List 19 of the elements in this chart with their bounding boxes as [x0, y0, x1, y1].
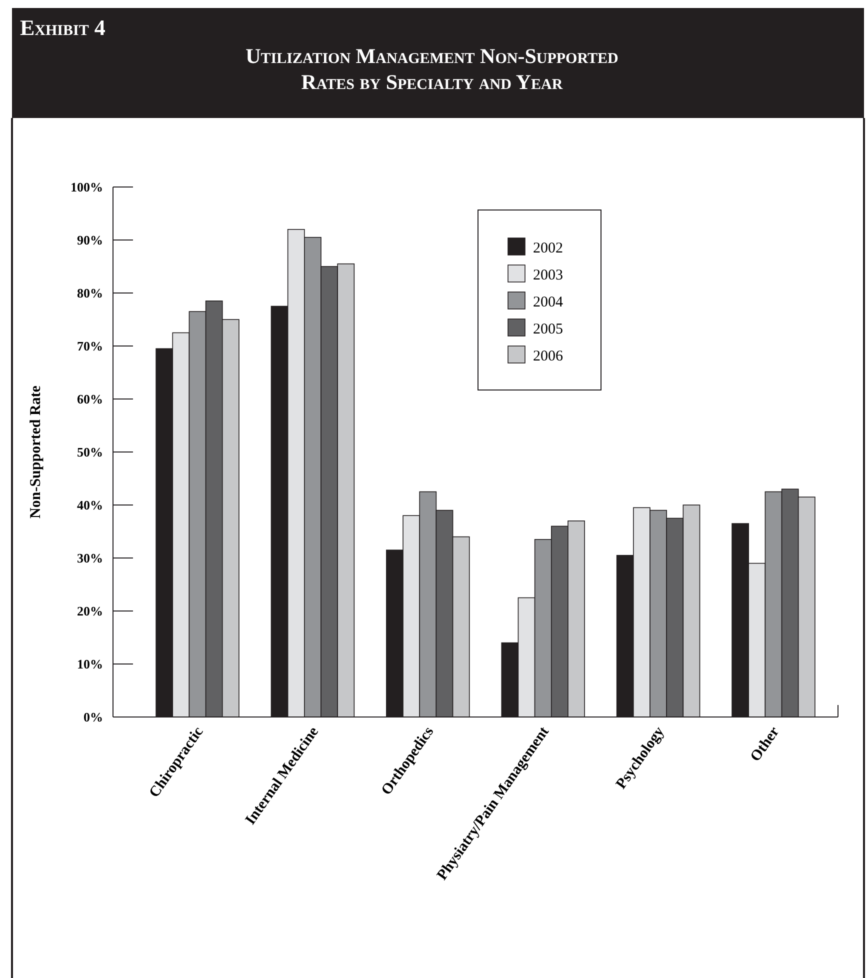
chart-title: Utilization Management Non-Supported Rates by Specialty and Year: [246, 44, 619, 94]
y-tick-label: 0%: [84, 710, 103, 725]
legend-label: 2002: [533, 240, 563, 256]
y-tick-label: 80%: [77, 286, 103, 301]
y-tick-label: 60%: [77, 392, 103, 407]
y-tick-label: 50%: [77, 444, 103, 460]
y-tick-label: 30%: [77, 550, 103, 566]
y-axis-title: Non-Supported Rate: [28, 385, 44, 518]
y-tick-label: 70%: [77, 338, 103, 354]
legend-label: 2005: [533, 321, 563, 338]
y-tick-label: 100%: [70, 180, 103, 195]
y-tick-label: 20%: [77, 604, 103, 619]
legend-label: 2004: [533, 294, 564, 310]
legend-label: 2006: [533, 348, 564, 364]
y-tick-label: 90%: [77, 232, 103, 248]
y-tick-label: 40%: [77, 498, 103, 513]
text: Exhibit 4: [20, 15, 106, 40]
y-tick-label: 10%: [77, 656, 103, 672]
legend-label: 2003: [533, 267, 563, 284]
